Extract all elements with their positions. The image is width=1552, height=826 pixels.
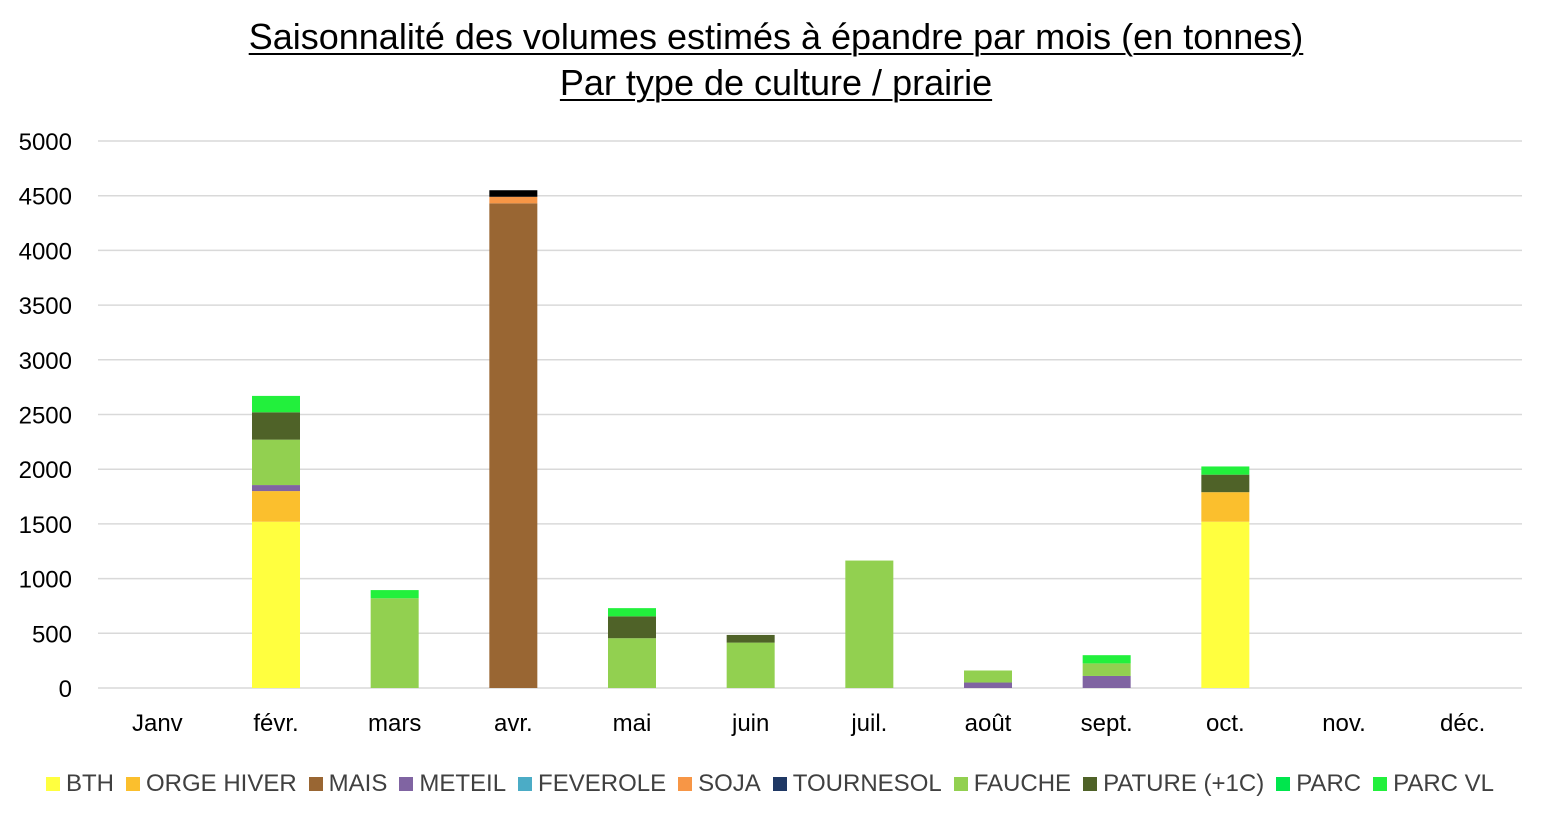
legend-item: FEVEROLE — [518, 770, 666, 798]
bar-segment — [252, 491, 300, 522]
x-tick-label: juin — [731, 710, 769, 737]
legend-label: FAUCHE — [973, 770, 1072, 797]
bar-segment — [489, 203, 538, 688]
y-tick-label: 2500 — [19, 403, 72, 430]
chart-title: Saisonnalité des volumes estimés à épand… — [0, 14, 1552, 106]
chart-legend: BTH ORGE HIVER MAIS METEIL FEVEROLE SOJA TOURN… — [0, 770, 1552, 798]
y-tick-label: 3000 — [19, 348, 72, 375]
bar-segment — [845, 560, 894, 688]
bar-segment — [252, 521, 300, 688]
x-tick-label: févr. — [253, 710, 298, 737]
legend-swatch — [772, 777, 787, 791]
legend-item: FAUCHE — [953, 770, 1072, 798]
legend-item: TOURNESOL — [772, 770, 942, 798]
x-tick-label: nov. — [1322, 710, 1366, 737]
legend-item: PARC — [1276, 770, 1361, 798]
bar-segment — [1082, 655, 1131, 664]
y-tick-label: 1000 — [19, 567, 72, 594]
legend-item: ORGE HIVER — [125, 770, 297, 798]
x-tick-label: déc. — [1440, 710, 1485, 737]
bar-segment — [252, 412, 300, 440]
legend-item: SOJA — [678, 770, 761, 798]
y-tick-label: 3500 — [19, 293, 72, 320]
x-tick-label: août — [965, 710, 1012, 737]
legend-swatch — [399, 777, 414, 791]
legend-label: BTH — [65, 770, 114, 797]
chart-title-line-2: Par type de culture / prairie — [559, 62, 993, 103]
bar-segment — [252, 395, 300, 413]
legend-swatch — [1083, 777, 1098, 791]
bar-segment — [489, 196, 538, 204]
legend-label: FEVEROLE — [538, 770, 667, 797]
bar-segment — [964, 670, 1012, 683]
y-tick-label: 1500 — [19, 512, 72, 539]
legend-item: METEIL — [399, 770, 506, 798]
y-tick-label: 4500 — [19, 184, 72, 211]
legend-label: MAIS — [328, 770, 388, 797]
legend-label: ORGE HIVER — [145, 770, 297, 797]
bar-segment — [1201, 492, 1250, 522]
x-tick-label: juil. — [850, 710, 887, 737]
legend-item: MAIS — [308, 770, 388, 798]
chart-title-line-1: Saisonnalité des volumes estimés à épand… — [248, 16, 1304, 57]
y-tick-label: 4000 — [19, 238, 72, 265]
bar-segment — [608, 638, 656, 688]
y-tick-label: 0 — [59, 676, 72, 703]
bar-segment — [726, 642, 775, 688]
bar-segment — [489, 190, 538, 197]
legend-label: PATURE (+1C) — [1103, 770, 1265, 797]
bar-segment — [964, 682, 1012, 688]
legend-swatch — [1276, 777, 1291, 791]
x-tick-label: avr. — [494, 710, 533, 737]
legend-swatch — [125, 777, 140, 791]
x-tick-label: Janv — [132, 710, 183, 737]
legend-item: BTH — [45, 770, 114, 798]
bar-segment — [608, 608, 656, 617]
bar-segment — [370, 590, 419, 599]
bar-chart-plot: 0 500 1000 1500 2000 2500 3000 3500 4000 4500 5000… — [19, 129, 1522, 737]
legend-item: PATURE (+1C) — [1083, 770, 1264, 798]
legend-label: PARC — [1296, 770, 1362, 797]
x-tick-label: sept. — [1081, 710, 1133, 737]
x-tick-label: mai — [613, 710, 652, 737]
x-tick-label: mars — [368, 710, 421, 737]
bar-segment — [1201, 466, 1250, 475]
legend-swatch — [953, 777, 968, 791]
legend-label: SOJA — [698, 770, 761, 797]
legend-swatch — [678, 777, 693, 791]
legend-swatch — [518, 777, 533, 791]
y-tick-label: 5000 — [19, 129, 72, 156]
bar-segment — [726, 634, 775, 643]
legend-swatch — [308, 777, 323, 791]
legend-label: TOURNESOL — [792, 770, 942, 797]
legend-swatch — [1373, 777, 1388, 791]
bar-segment — [1082, 675, 1131, 688]
legend-label: METEIL — [419, 770, 507, 797]
legend-label: PARC VL — [1393, 770, 1495, 797]
bar-segment — [608, 616, 656, 639]
y-tick-label: 500 — [32, 621, 72, 648]
bar-segment — [252, 439, 300, 486]
legend-item: PARC VL — [1373, 770, 1494, 798]
bar-segment — [1201, 474, 1250, 493]
bar-segment — [252, 485, 300, 492]
x-tick-label: oct. — [1206, 710, 1245, 737]
bar-segment — [370, 598, 419, 688]
legend-swatch — [45, 777, 60, 791]
y-tick-label: 2000 — [19, 457, 72, 484]
bar-segment — [1082, 663, 1131, 676]
bar-segment — [1201, 521, 1250, 688]
